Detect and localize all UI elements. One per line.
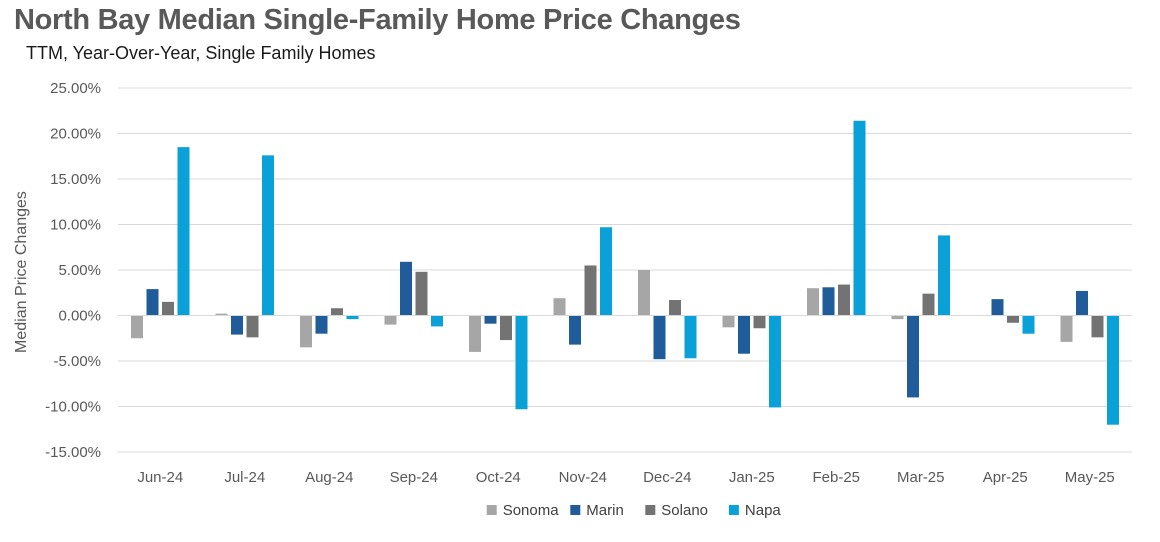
legend-label: Marin <box>586 502 624 519</box>
y-tick-label: 25.00% <box>50 80 101 97</box>
x-tick-label: Sep-24 <box>390 469 438 486</box>
bar-marin-oct-24 <box>484 315 497 324</box>
y-tick-label: 15.00% <box>50 171 101 188</box>
bar-sonoma-aug-24 <box>300 315 312 348</box>
legend-swatch <box>728 505 739 515</box>
bar-marin-jul-24 <box>231 315 243 335</box>
y-tick-label: 10.00% <box>50 217 101 234</box>
y-axis-ticks: -15.00% -10.00% -5.00% 0.00% 5.00% 10.00% 15.0… <box>45 80 101 461</box>
bar-marin-nov-24 <box>569 315 581 345</box>
bars <box>131 120 1119 425</box>
bar-solano-dec-24 <box>669 300 681 316</box>
bar-solano-may-25 <box>1091 315 1104 338</box>
x-tick-label: Nov-24 <box>559 469 607 486</box>
legend-label: Solano <box>661 502 708 519</box>
bar-sonoma-jun-24 <box>131 315 143 339</box>
gridlines <box>118 87 1132 453</box>
bar-sonoma-may-25 <box>1060 315 1073 342</box>
bar-solano-jul-24 <box>246 315 259 338</box>
x-tick-label: Jul-24 <box>224 469 265 486</box>
bar-napa-sep-24 <box>431 315 443 327</box>
x-tick-label: Jan-25 <box>729 469 775 486</box>
bar-sonoma-oct-24 <box>469 315 481 352</box>
chart-title: North Bay Median Single-Family Home Pric… <box>14 4 741 36</box>
bar-napa-jan-25 <box>769 315 781 408</box>
legend-item-napa: Napa <box>728 502 782 519</box>
x-tick-label: Aug-24 <box>305 469 353 486</box>
bar-sonoma-sep-24 <box>384 315 397 325</box>
x-tick-label: Feb-25 <box>812 469 860 486</box>
bar-solano-aug-24 <box>331 308 343 316</box>
legend-swatch <box>645 505 656 515</box>
legend-item-solano: Solano <box>645 502 708 519</box>
x-tick-label: Mar-25 <box>897 469 945 486</box>
chart-subtitle: TTM, Year-Over-Year, Single Family Homes <box>26 43 376 63</box>
bar-marin-may-25 <box>1076 290 1088 316</box>
bar-sonoma-jan-25 <box>722 315 735 328</box>
legend-label: Sonoma <box>503 502 560 519</box>
legend: Sonoma Marin Solano Napa <box>486 502 782 519</box>
bar-marin-jun-24 <box>146 289 159 316</box>
bar-solano-nov-24 <box>584 265 597 316</box>
bar-napa-feb-25 <box>853 120 866 316</box>
bar-solano-mar-25 <box>922 293 935 316</box>
x-tick-label: May-25 <box>1065 469 1115 486</box>
legend-swatch <box>570 505 581 515</box>
legend-label: Napa <box>745 502 782 519</box>
bar-napa-mar-25 <box>938 235 950 316</box>
bar-napa-nov-24 <box>600 227 612 316</box>
bar-marin-feb-25 <box>822 287 835 316</box>
legend-swatch <box>486 505 497 515</box>
bar-solano-jan-25 <box>753 315 766 329</box>
bar-marin-dec-24 <box>653 315 666 360</box>
x-tick-label: Jun-24 <box>137 469 183 486</box>
bar-marin-jan-25 <box>738 315 750 354</box>
y-tick-label: -5.00% <box>53 353 101 370</box>
bar-solano-oct-24 <box>500 315 512 341</box>
y-tick-label: 0.00% <box>58 308 101 325</box>
x-tick-label: Oct-24 <box>476 469 521 486</box>
bar-marin-aug-24 <box>315 315 328 334</box>
bar-sonoma-jul-24 <box>215 313 228 316</box>
y-axis-title: Median Price Changes <box>13 191 30 353</box>
y-tick-label: 5.00% <box>58 262 101 279</box>
bar-solano-jun-24 <box>162 301 174 316</box>
x-tick-label: Apr-25 <box>983 469 1028 486</box>
bar-napa-dec-24 <box>684 315 697 359</box>
bar-sonoma-feb-25 <box>807 288 819 316</box>
bar-napa-jun-24 <box>177 147 190 316</box>
bar-sonoma-dec-24 <box>638 270 650 316</box>
y-tick-label: 20.00% <box>50 126 101 143</box>
bar-sonoma-mar-25 <box>891 315 904 320</box>
bar-napa-oct-24 <box>515 315 528 410</box>
y-tick-label: -10.00% <box>45 399 101 416</box>
bar-napa-may-25 <box>1107 315 1119 425</box>
legend-item-marin: Marin <box>570 502 624 519</box>
bar-napa-apr-25 <box>1022 315 1035 334</box>
bar-marin-apr-25 <box>991 299 1004 316</box>
bar-solano-feb-25 <box>838 284 850 316</box>
legend-item-sonoma: Sonoma <box>486 502 560 519</box>
bar-marin-mar-25 <box>907 315 919 398</box>
y-tick-label: -15.00% <box>45 444 101 461</box>
x-axis-ticks: Jun-24 Jul-24 Aug-24 Sep-24 Oct-24 Nov-24 Dec-… <box>137 469 1114 486</box>
bar-sonoma-nov-24 <box>553 298 566 316</box>
bar-solano-sep-24 <box>415 271 428 316</box>
bar-napa-aug-24 <box>346 315 359 320</box>
bar-marin-sep-24 <box>400 261 412 316</box>
bar-napa-jul-24 <box>262 155 274 316</box>
bar-solano-apr-25 <box>1007 315 1019 323</box>
x-tick-label: Dec-24 <box>643 469 691 486</box>
